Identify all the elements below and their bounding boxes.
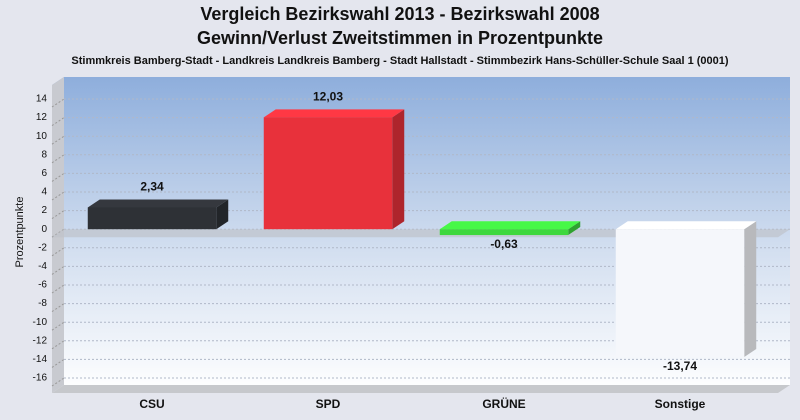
- y-tick-label: 0: [41, 224, 47, 235]
- y-tick-label: 6: [41, 168, 47, 179]
- bar-top: [439, 221, 581, 230]
- chart-title: Gewinn/Verlust Zweitstimmen in Prozentpu…: [197, 28, 603, 48]
- bar-side: [568, 221, 581, 236]
- y-axis-label: Prozentpunkte: [14, 197, 26, 268]
- y-tick-label: -8: [38, 298, 47, 309]
- grid-line: [51, 284, 65, 294]
- grid-line: [51, 228, 65, 238]
- chart-subtitle: Stimmkreis Bamberg-Stadt - Landkreis Lan…: [71, 55, 728, 67]
- y-tick-label: 4: [41, 187, 47, 198]
- x-tick-label: GRÜNE: [482, 396, 525, 411]
- data-label: -13,74: [663, 359, 697, 373]
- chart-title: Vergleich Bezirkswahl 2013 - Bezirkswahl…: [200, 4, 599, 24]
- y-tick-label: -6: [38, 280, 47, 291]
- grid-line: [51, 303, 65, 313]
- grid-line: [51, 247, 65, 257]
- bar-side: [216, 199, 229, 230]
- bar-top: [87, 199, 229, 208]
- floor: [52, 385, 790, 393]
- bar: [615, 229, 745, 357]
- grid-line: [51, 117, 65, 127]
- y-tick-label: -2: [38, 242, 47, 253]
- y-tick-label: 8: [41, 149, 47, 160]
- grid-line: [51, 340, 65, 350]
- bar: [87, 207, 217, 230]
- grid-line: [51, 172, 65, 182]
- bar-side: [744, 221, 757, 357]
- x-tick-label: CSU: [139, 397, 164, 411]
- bar: [263, 117, 393, 230]
- grid-line: [51, 265, 65, 275]
- y-tick-label: 10: [36, 131, 48, 142]
- grid-line: [51, 210, 65, 220]
- zero-plane: [52, 229, 790, 238]
- grid-line: [51, 321, 65, 331]
- grid-line: [51, 377, 65, 387]
- y-tick-label: -4: [38, 261, 47, 272]
- grid-line: [51, 154, 65, 164]
- x-tick-label: Sonstige: [655, 397, 706, 411]
- bar-side: [392, 109, 405, 230]
- y-tick-label: -10: [33, 317, 48, 328]
- grid-line: [51, 98, 65, 108]
- y-tick-label: 14: [36, 94, 48, 105]
- data-label: 2,34: [140, 180, 164, 194]
- data-label: 12,03: [313, 89, 343, 103]
- x-tick-label: SPD: [316, 397, 341, 411]
- data-label: -0,63: [490, 237, 518, 251]
- bar-top: [263, 109, 405, 118]
- grid-line: [51, 358, 65, 368]
- grid-line: [51, 191, 65, 201]
- y-tick-label: -14: [33, 354, 48, 365]
- y-tick-label: -16: [33, 373, 48, 384]
- y-tick-label: 2: [41, 205, 47, 216]
- y-tick-label: 12: [36, 112, 48, 123]
- y-tick-label: -12: [33, 335, 48, 346]
- grid-line: [51, 135, 65, 145]
- bar-top: [615, 221, 757, 230]
- bar: [439, 229, 569, 236]
